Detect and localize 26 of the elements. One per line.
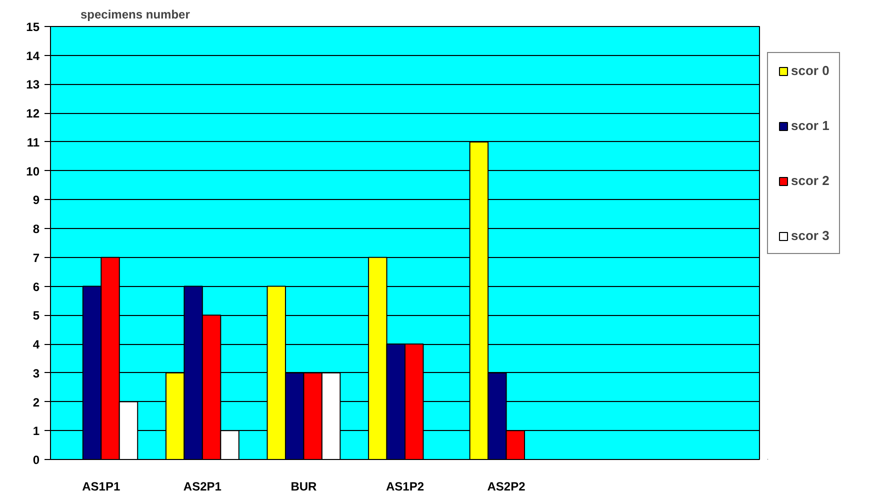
y-tick-label: 4	[32, 338, 40, 352]
y-tick-label: 2	[32, 395, 40, 410]
y-tick-label: 15	[26, 20, 40, 34]
x-tick-label: AS2P2	[487, 480, 526, 494]
y-tick-label: 10	[26, 164, 40, 178]
y-tick-label: 0	[32, 453, 40, 467]
x-tick-label: AS1P2	[386, 480, 424, 494]
y-tick-label: 13	[26, 78, 40, 92]
y-tick-label: 8	[32, 222, 40, 236]
y-tick-label: 14	[26, 48, 40, 63]
y-axis-title: specimens number	[80, 8, 190, 22]
y-tick-label: 12	[26, 106, 40, 121]
legend-label: scor 0	[791, 63, 830, 78]
y-tick-label: 6	[32, 280, 40, 294]
y-tick-label: 1	[32, 424, 40, 438]
x-tick-label: AS1P1	[82, 480, 120, 494]
legend-label: scor 3	[791, 228, 830, 243]
y-tick-label: 11	[26, 135, 40, 150]
legend-label: scor 2	[791, 173, 830, 188]
legend-label: scor 1	[791, 118, 830, 133]
x-tick-label: AS2P1	[183, 480, 222, 494]
y-tick-label: 7	[32, 250, 40, 265]
y-tick-label: 3	[32, 366, 40, 380]
x-tick-label: BUR	[290, 480, 318, 494]
y-tick-label: 5	[32, 308, 40, 323]
y-tick-label: 9	[32, 193, 40, 208]
